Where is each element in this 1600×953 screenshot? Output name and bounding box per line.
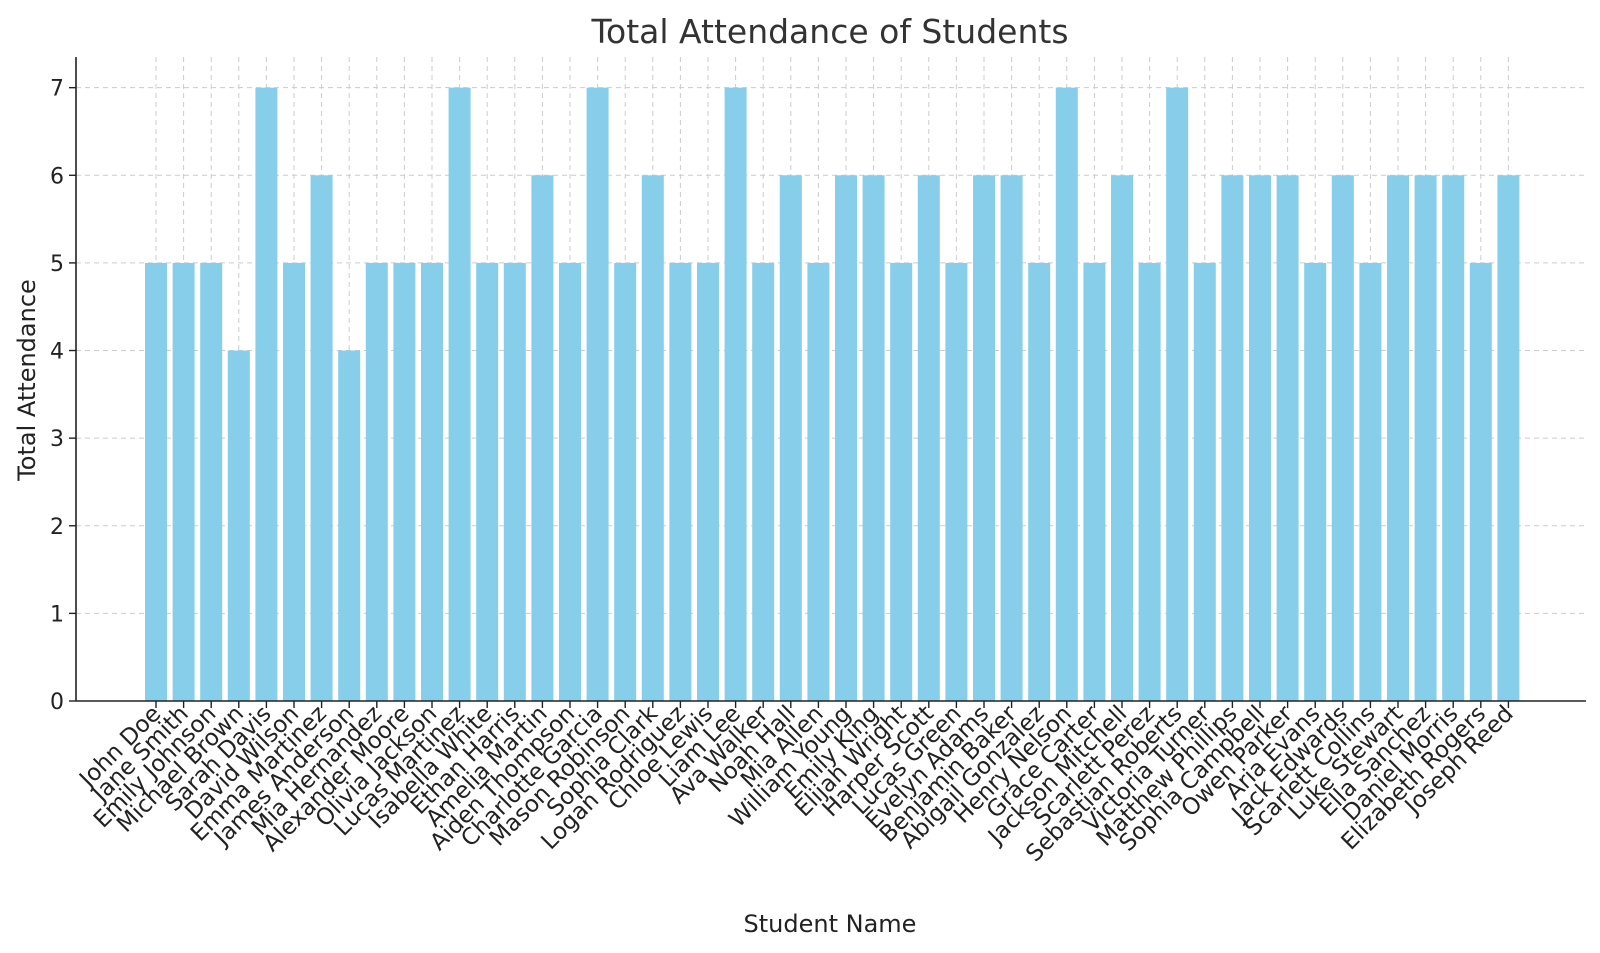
- bar: [641, 175, 664, 702]
- bar: [310, 175, 333, 702]
- bar: [614, 262, 637, 701]
- y-axis-label: Total Attendance: [13, 279, 41, 482]
- axes: [75, 57, 1586, 702]
- y-tick-label: 7: [50, 77, 64, 102]
- y-tick-label: 2: [50, 515, 64, 540]
- y-tick-label: 4: [50, 340, 64, 365]
- bar: [531, 175, 554, 702]
- bar: [1442, 175, 1465, 702]
- bar: [973, 175, 995, 702]
- bar: [1304, 262, 1327, 701]
- bar: [172, 262, 195, 701]
- bar: [1221, 175, 1244, 702]
- bar: [365, 262, 388, 701]
- bar: [1028, 262, 1051, 701]
- bar: [917, 175, 940, 702]
- bar: [1276, 175, 1299, 702]
- bar: [862, 175, 885, 702]
- bar: [227, 350, 250, 701]
- y-tick-label: 1: [50, 602, 64, 627]
- chart-title: Total Attendance of Students: [590, 12, 1068, 51]
- bar: [421, 262, 443, 701]
- bar: [1497, 175, 1520, 702]
- bar: [1000, 175, 1023, 702]
- bar: [1359, 262, 1382, 701]
- y-tick-label: 6: [50, 164, 64, 189]
- bar: [200, 262, 223, 701]
- bar: [1331, 175, 1354, 702]
- y-tick-label: 0: [50, 690, 64, 715]
- bar: [1138, 262, 1161, 701]
- bar: [669, 262, 692, 701]
- bar: [890, 262, 913, 701]
- bar: [145, 262, 167, 701]
- bar: [1083, 262, 1106, 701]
- bar: [1414, 175, 1437, 702]
- y-tick-label: 3: [50, 427, 64, 452]
- y-ticks: 0 1 2 3 4 5 6 7: [50, 77, 76, 715]
- bar: [1387, 175, 1409, 702]
- bar: [476, 262, 499, 701]
- bar: [1249, 175, 1271, 702]
- bar: [697, 262, 719, 701]
- bars: [145, 87, 1520, 702]
- y-tick-label: 5: [50, 252, 64, 277]
- bar: [724, 87, 747, 701]
- bar: [807, 262, 830, 701]
- bar: [559, 262, 581, 701]
- bar: [1166, 87, 1189, 701]
- bar: [945, 262, 968, 701]
- bar: [393, 262, 416, 701]
- bar: [503, 262, 526, 701]
- bar: [752, 262, 775, 701]
- bar: [1111, 175, 1133, 702]
- bar: [338, 350, 361, 701]
- bar: [835, 175, 857, 702]
- bar: [779, 175, 802, 702]
- bar: [255, 87, 278, 701]
- bar: [1055, 87, 1078, 701]
- bar: [283, 262, 305, 701]
- x-axis-label: Student Name: [744, 910, 917, 938]
- bar: [1193, 262, 1216, 701]
- bar: [1469, 262, 1492, 701]
- bar: [586, 87, 609, 701]
- bar: [448, 87, 471, 701]
